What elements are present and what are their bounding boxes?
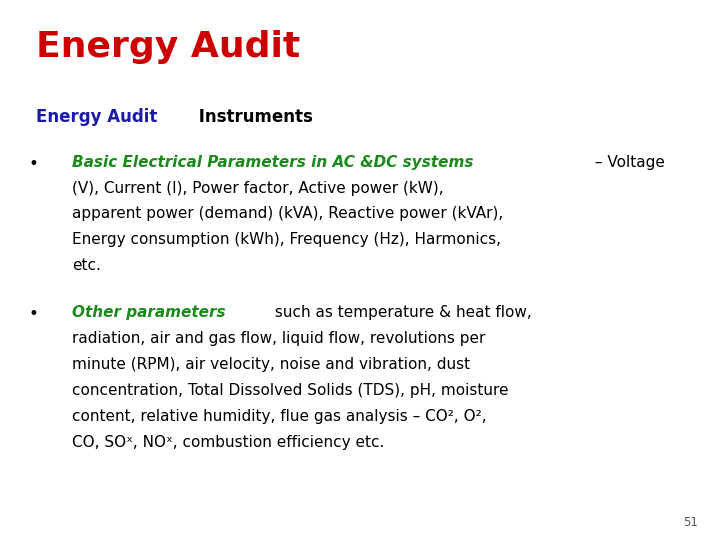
Text: Basic Electrical Parameters in AC &DC systems: Basic Electrical Parameters in AC &DC sy… [72, 154, 474, 170]
Text: etc.: etc. [72, 258, 101, 273]
Text: Other parameters: Other parameters [72, 305, 225, 320]
Text: Energy consumption (kWh), Frequency (Hz), Harmonics,: Energy consumption (kWh), Frequency (Hz)… [72, 232, 501, 247]
Text: 51: 51 [683, 516, 698, 529]
Text: Instruments: Instruments [193, 108, 312, 126]
Text: apparent power (demand) (kVA), Reactive power (kVAr),: apparent power (demand) (kVA), Reactive … [72, 206, 503, 221]
Text: Energy Audit: Energy Audit [36, 30, 300, 64]
Text: such as temperature & heat flow,: such as temperature & heat flow, [270, 305, 532, 320]
Text: •: • [29, 154, 39, 173]
Text: radiation, air and gas flow, liquid flow, revolutions per: radiation, air and gas flow, liquid flow… [72, 331, 485, 346]
Text: minute (RPM), air velocity, noise and vibration, dust: minute (RPM), air velocity, noise and vi… [72, 357, 470, 372]
Text: content, relative humidity, flue gas analysis – CO², O²,: content, relative humidity, flue gas ana… [72, 409, 487, 424]
Text: – Voltage: – Voltage [590, 154, 665, 170]
Text: (V), Current (I), Power factor, Active power (kW),: (V), Current (I), Power factor, Active p… [72, 180, 444, 195]
Text: •: • [29, 305, 39, 323]
Text: CO, SOˣ, NOˣ, combustion efficiency etc.: CO, SOˣ, NOˣ, combustion efficiency etc. [72, 435, 384, 450]
Text: concentration, Total Dissolved Solids (TDS), pH, moisture: concentration, Total Dissolved Solids (T… [72, 383, 508, 398]
Text: Energy Audit: Energy Audit [36, 108, 158, 126]
